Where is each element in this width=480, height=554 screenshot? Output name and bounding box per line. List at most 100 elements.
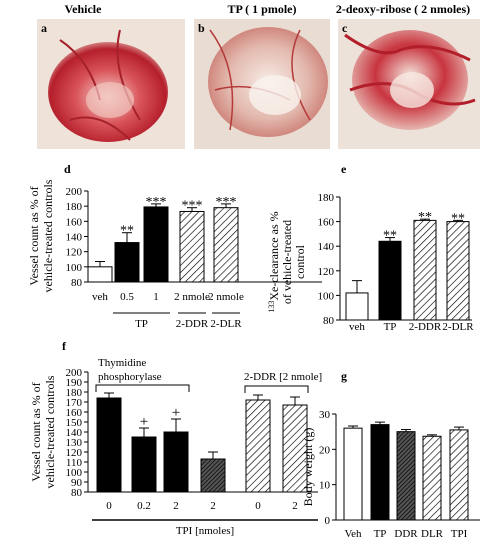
- y-tick-label: 110: [66, 457, 83, 469]
- significance-marker: +: [140, 414, 148, 430]
- y-tick-label: 130: [66, 437, 83, 449]
- y-tick-label: 10: [319, 480, 331, 492]
- y-axis-label: Body weight (g): [301, 428, 315, 507]
- y-tick-label: 120: [318, 266, 335, 278]
- bar: [422, 435, 442, 521]
- x-tick-label: TPI: [451, 528, 468, 540]
- chart-g: 0 10 20 30 Body weight (g) Veh TP DDR DLR TPI: [301, 409, 480, 540]
- x-tick-label: DLR: [421, 528, 444, 540]
- bar: [343, 427, 363, 521]
- photo-heading-tp: TP ( 1 pmole): [228, 2, 297, 16]
- photo-row: Vehicle TP ( 1 pmole) 2-deoxy-ribose ( 2…: [37, 2, 480, 149]
- bar: [200, 458, 226, 493]
- bar: [446, 221, 470, 321]
- bar: [87, 266, 113, 283]
- chart-e: 80 100 120 140 160 180 133Xe-clearance as % of …: [267, 192, 475, 333]
- x-tick-label: veh: [92, 291, 108, 303]
- bar: [370, 424, 390, 521]
- bar: [378, 240, 402, 321]
- y-axis-label: Vessel count as % of: [29, 382, 43, 481]
- x-tick-label: 1: [153, 291, 159, 303]
- bar: [245, 399, 271, 493]
- x-tick-label: 2 nmole: [174, 291, 210, 303]
- y-tick-label: 180: [66, 201, 83, 213]
- y-tick-label: 100: [318, 290, 335, 302]
- x-axis-label: TPI [nmoles]: [176, 525, 234, 537]
- x-tick-label: 0: [106, 500, 112, 512]
- bar: [345, 292, 369, 321]
- y-tick-label: 180: [66, 387, 83, 399]
- panel-letter-f: f: [62, 339, 67, 353]
- y-tick-label: 80: [71, 487, 83, 499]
- x-tick-label: 2: [210, 500, 216, 512]
- photo-heading-vehicle: Vehicle: [65, 2, 103, 16]
- chart-f: 8090100110120130140150160170180190200Ves…: [29, 357, 322, 537]
- y-tick-label: 30: [319, 409, 331, 421]
- photo-letter-c: c: [342, 21, 348, 35]
- y-tick-label: 90: [71, 477, 83, 489]
- significance-marker: **: [120, 224, 134, 239]
- bar: [449, 429, 469, 521]
- significance-marker: **: [451, 211, 465, 226]
- y-axis-label: vehicle-treated controls: [41, 179, 55, 292]
- x-tick-label: Veh: [344, 528, 362, 540]
- x-tick-label: 0: [255, 500, 261, 512]
- y-tick-label: 150: [66, 417, 83, 429]
- y-tick-label: 100: [66, 467, 83, 479]
- significance-marker: +: [172, 405, 180, 421]
- significance-marker: ***: [216, 195, 237, 210]
- y-tick-label: 140: [66, 427, 83, 439]
- bracket-label-line: Thymidine: [98, 357, 146, 369]
- panel-letter-e: e: [341, 162, 347, 176]
- x-tick-label: TP: [384, 321, 397, 333]
- y-tick-label: 160: [66, 407, 83, 419]
- bar: [179, 210, 205, 283]
- bar: [114, 242, 140, 283]
- bar: [163, 431, 189, 493]
- y-tick-label: 180: [318, 192, 335, 204]
- bracket: [244, 385, 309, 393]
- photo-b: [194, 19, 330, 149]
- y-tick-label: 120: [66, 247, 83, 259]
- significance-marker: ***: [182, 199, 203, 214]
- photo-heading-2dr: 2-deoxy-ribose ( 2 nmoles): [336, 2, 470, 16]
- photo-c: [338, 19, 480, 149]
- group-label: TP: [135, 318, 148, 330]
- y-tick-label: 160: [66, 216, 83, 228]
- bar: [96, 397, 122, 493]
- x-tick-label: DDR: [394, 528, 418, 540]
- x-tick-label: TP: [374, 528, 387, 540]
- bar: [213, 207, 239, 283]
- bracket-label-line: phosphorylase: [98, 371, 162, 383]
- bar: [282, 404, 308, 493]
- y-tick-label: 80: [71, 277, 83, 289]
- photo-letter-a: a: [41, 21, 47, 35]
- x-tick-label: 2-DDR: [409, 321, 442, 333]
- group-label: 2-DDR: [176, 318, 209, 330]
- photo-letter-b: b: [198, 21, 205, 35]
- group-label: 2-DLR: [210, 318, 242, 330]
- y-tick-label: 140: [66, 232, 83, 244]
- y-axis-label: 133Xe-clearance as %: [267, 211, 282, 312]
- significance-marker: ***: [146, 195, 167, 210]
- y-tick-label: 170: [66, 397, 83, 409]
- photo-a: [37, 19, 185, 149]
- x-tick-label: veh: [349, 321, 365, 333]
- y-tick-label: 190: [66, 377, 83, 389]
- bracket: [95, 384, 190, 392]
- bar: [143, 206, 169, 283]
- x-tick-label: 0.2: [137, 500, 151, 512]
- x-tick-label: 0.5: [120, 291, 134, 303]
- x-tick-label: 2: [173, 500, 179, 512]
- significance-marker: **: [383, 229, 397, 244]
- y-tick-label: 200: [66, 186, 83, 198]
- y-axis-label: vehicle-treated controls: [43, 375, 57, 488]
- y-tick-label: 200: [66, 367, 83, 379]
- bar: [413, 219, 437, 321]
- y-tick-label: 160: [318, 217, 335, 229]
- x-tick-label: 2: [292, 500, 298, 512]
- x-tick-label: 2-DLR: [442, 321, 474, 333]
- x-tick-label: 2 nmole: [208, 291, 244, 303]
- significance-marker: **: [418, 210, 432, 225]
